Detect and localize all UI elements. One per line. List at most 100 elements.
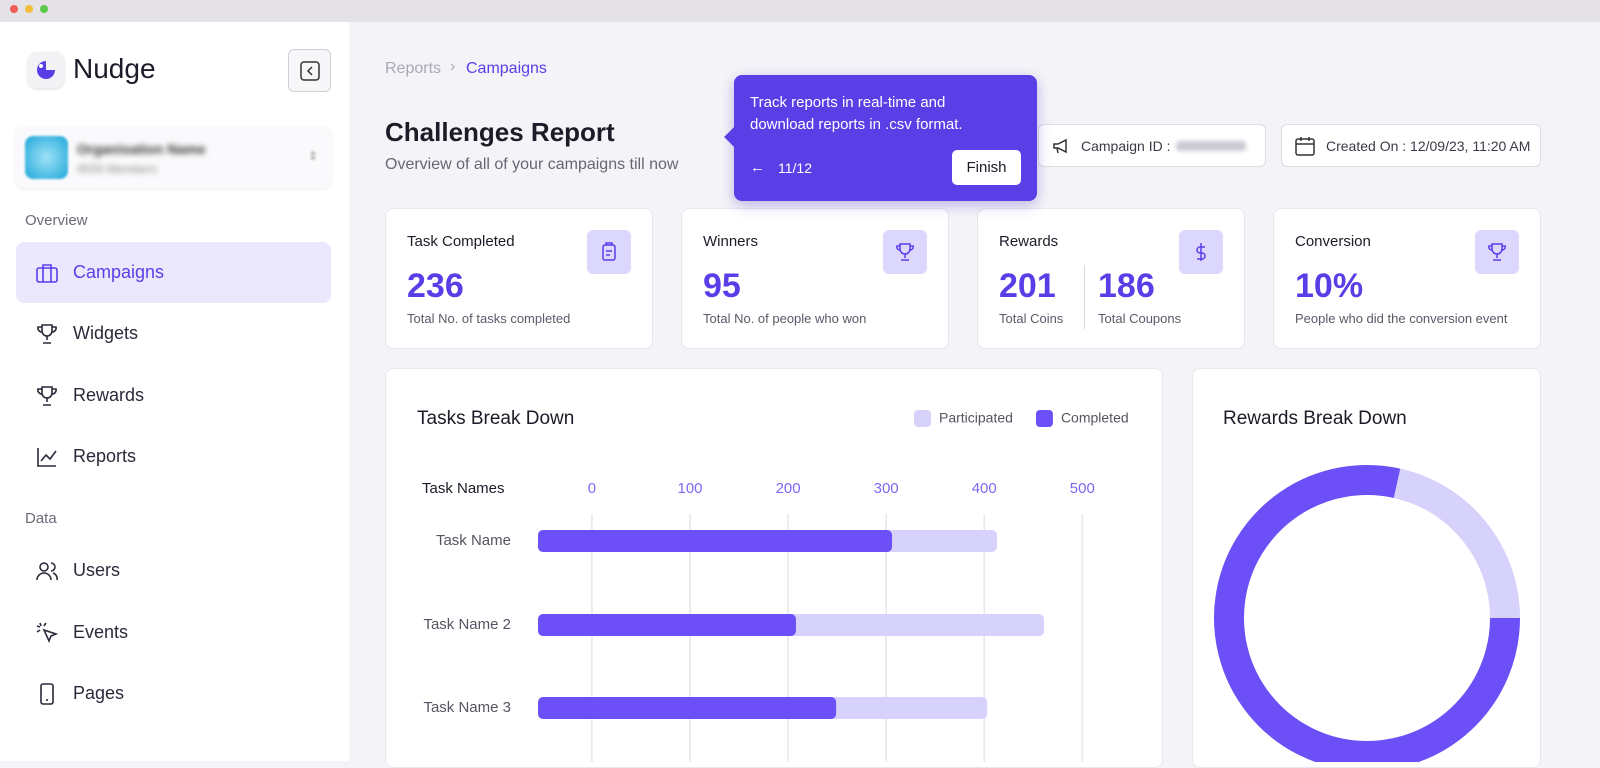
category-label: Task Name 2 <box>423 616 511 633</box>
nav-label: Pages <box>73 683 125 703</box>
nav-item[interactable]: Users <box>16 540 331 601</box>
tooltip-arrow <box>724 127 744 147</box>
stat-icon <box>1475 230 1519 274</box>
campaign-id: Campaign ID : <box>1038 124 1266 167</box>
stat-icon <box>587 230 631 274</box>
nav-label: Rewards <box>73 385 145 405</box>
stat-icon <box>883 230 927 274</box>
stat-caption: Total Coins <box>999 311 1064 326</box>
nav-icon <box>37 447 57 467</box>
organisation-switcher[interactable]: Organisation Name 4500 Members ⇕ <box>16 127 331 188</box>
nav-item[interactable]: Events <box>16 602 331 663</box>
zoom-dot <box>40 5 48 13</box>
calendar-icon <box>1295 136 1315 156</box>
stat-card: Rewards 201 Total Coins 186 Total Coupons <box>977 208 1245 349</box>
x-tick-label: 400 <box>972 480 997 497</box>
created-on-text: Created On : 12/09/23, 11:20 AM <box>1326 137 1531 154</box>
nav-label: Widgets <box>73 323 139 343</box>
x-tick-label: 100 <box>677 480 702 497</box>
x-tick-label: 0 <box>588 480 596 497</box>
stat-title: Winners <box>703 233 759 250</box>
close-dot <box>10 5 18 13</box>
section-heading: Data <box>25 510 57 527</box>
section-heading: Overview <box>25 212 88 229</box>
finish-button[interactable]: Finish <box>952 150 1021 185</box>
stat-card: Task Completed 236 Total No. of tasks comp… <box>385 208 653 349</box>
page-title: Challenges Report <box>385 117 615 147</box>
breadcrumb-item[interactable]: Campaigns <box>466 60 547 77</box>
nav-item[interactable]: Campaigns <box>16 242 331 303</box>
minimize-dot <box>25 5 33 13</box>
window-bar <box>0 0 1600 22</box>
nav-icon <box>36 263 58 283</box>
nav-label: Events <box>73 622 129 642</box>
breadcrumb-separator: › <box>450 58 456 75</box>
stat-caption: Total No. of tasks completed <box>407 311 571 326</box>
nav-icon <box>37 323 57 344</box>
tour-text: Track reports in real-time and download … <box>750 94 963 133</box>
organisation-members: 4500 Members <box>77 162 158 176</box>
stat-card: Conversion 10% People who did the conversi… <box>1273 208 1541 349</box>
stat-value: 236 <box>407 267 464 305</box>
nav-item[interactable]: Widgets <box>16 303 331 364</box>
stat-card: Winners 95 Total No. of people who won <box>681 208 949 349</box>
megaphone-icon <box>1053 138 1067 153</box>
nav-item[interactable]: Rewards <box>16 365 331 426</box>
sidebar: Nudge Organisation Name 4500 Members ⇕ O… <box>0 22 349 761</box>
nav-label: Users <box>73 560 121 580</box>
chart-title: Rewards Break Down <box>1223 408 1407 429</box>
organisation-name: Organisation Name <box>77 141 206 157</box>
nav-item[interactable]: Reports <box>16 426 331 487</box>
stat-value: 95 <box>703 267 741 305</box>
stat-value: 201 <box>999 267 1056 305</box>
category-label: Task Name <box>436 532 511 549</box>
collapse-button[interactable] <box>288 49 331 92</box>
tour-tooltip: Track reports in real-time and download … <box>724 75 1037 201</box>
x-tick-label: 300 <box>874 480 899 497</box>
collapse-icon <box>299 60 320 81</box>
organisation-avatar <box>25 136 68 179</box>
stat-caption: Total Coupons <box>1098 311 1182 326</box>
legend-label: Participated <box>939 410 1013 426</box>
donut-segment <box>1393 468 1520 619</box>
nav-label: Reports <box>73 446 137 466</box>
campaign-id-value <box>1176 140 1247 151</box>
brand-logo <box>28 52 64 88</box>
nav-icon <box>37 385 57 406</box>
brand-name: Nudge <box>73 53 156 84</box>
created-on: Created On : 12/09/23, 11:20 AM <box>1281 124 1541 167</box>
tasks-card: Tasks Break Down Task Names Participated Co… <box>385 368 1163 768</box>
stat-caption: Total No. of people who won <box>703 311 867 326</box>
chart-title: Tasks Break Down <box>417 408 574 429</box>
stat-title: Rewards <box>999 233 1059 250</box>
donut-segment <box>1214 465 1520 762</box>
legend-label: Completed <box>1061 410 1129 426</box>
rewards-chart: Rewards Break Down <box>1214 408 1520 762</box>
stat-title: Conversion <box>1295 233 1371 250</box>
category-label: Task Name 3 <box>423 699 511 716</box>
axis-label: Task Names <box>422 480 505 497</box>
stat-icon-glyph <box>602 242 616 261</box>
nav-icon <box>40 682 54 705</box>
legend-swatch <box>1035 410 1053 427</box>
tasks-chart: Tasks Break Down Task Names Participated Co… <box>417 408 1129 762</box>
tour-step: 11/12 <box>778 160 812 176</box>
stat-divider <box>1084 265 1085 329</box>
nav-item[interactable]: Pages <box>16 663 331 724</box>
breadcrumb-item[interactable]: Reports <box>385 60 442 77</box>
x-tick-label: 500 <box>1070 480 1095 497</box>
campaign-id-label: Campaign ID : <box>1081 137 1171 154</box>
stat-icon-glyph <box>1488 243 1506 261</box>
nav-icon <box>36 561 58 580</box>
bar <box>538 530 893 552</box>
stat-value: 10% <box>1295 267 1364 305</box>
switcher-chevron: ⇕ <box>308 149 319 163</box>
stat-title: Task Completed <box>407 233 515 250</box>
bar <box>538 614 796 636</box>
bar <box>538 697 837 719</box>
stat-icon-glyph <box>1196 243 1206 261</box>
tour-back[interactable]: ← <box>750 159 765 176</box>
page-subtitle: Overview of all of your campaigns till n… <box>385 156 679 173</box>
brand-logo-mark <box>37 61 55 79</box>
